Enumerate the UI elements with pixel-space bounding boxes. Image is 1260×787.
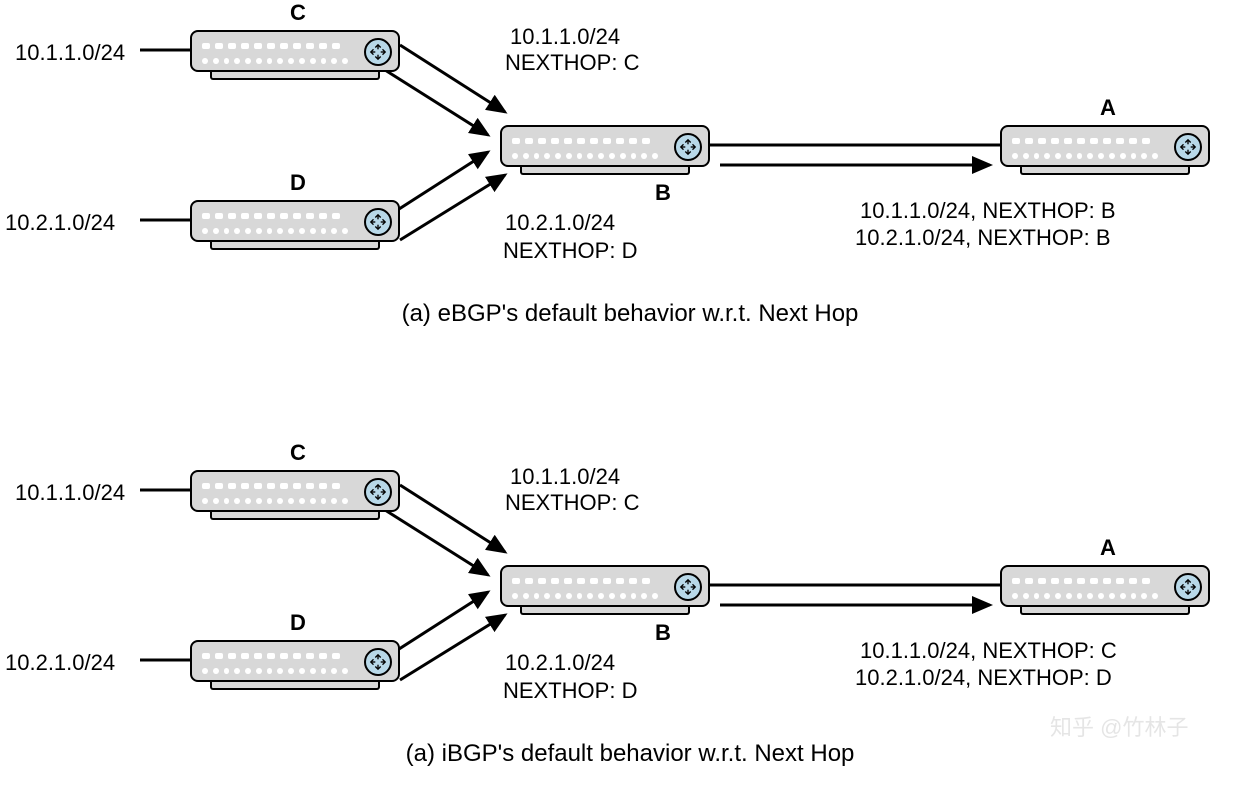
router-d [190,200,400,250]
net-label: 10.1.1.0/24, NEXTHOP: C [860,638,1117,664]
router-label-a: A [1100,535,1116,561]
router-b [500,565,710,615]
router-arrows-icon [1174,133,1202,161]
net-label: 10.2.1.0/24, NEXTHOP: D [855,665,1112,691]
router-a [1000,125,1210,175]
diagram-ebgp: C D B A 10.1.1.0/24 10.2.1.0/24 [0,0,1260,340]
net-label: 10.1.1.0/24, NEXTHOP: B [860,198,1116,224]
router-arrows-icon [674,133,702,161]
net-label: NEXTHOP: D [503,678,637,704]
router-arrows-icon [364,648,392,676]
net-label: NEXTHOP: C [505,490,639,516]
net-label: 10.2.1.0/24 [505,210,615,236]
router-label-c: C [290,440,306,466]
net-label: 10.1.1.0/24 [15,480,125,506]
net-label: 10.2.1.0/24 [5,650,115,676]
net-label: NEXTHOP: C [505,50,639,76]
net-label: 10.1.1.0/24 [510,24,620,50]
router-arrows-icon [674,573,702,601]
router-label-a: A [1100,95,1116,121]
net-label: 10.1.1.0/24 [510,464,620,490]
router-label-b: B [655,180,671,206]
router-arrows-icon [364,208,392,236]
router-c [190,30,400,80]
router-c [190,470,400,520]
router-b [500,125,710,175]
net-label: 10.2.1.0/24, NEXTHOP: B [855,225,1111,251]
net-label: NEXTHOP: D [503,238,637,264]
router-arrows-icon [364,478,392,506]
caption-ebgp: (a) eBGP's default behavior w.r.t. Next … [0,300,1260,328]
watermark: 知乎 @竹林子 [1050,710,1188,742]
router-d [190,640,400,690]
net-label: 10.1.1.0/24 [15,40,125,66]
router-arrows-icon [364,38,392,66]
router-a [1000,565,1210,615]
router-label-d: D [290,610,306,636]
router-label-b: B [655,620,671,646]
net-label: 10.2.1.0/24 [505,650,615,676]
net-label: 10.2.1.0/24 [5,210,115,236]
caption-ibgp: (a) iBGP's default behavior w.r.t. Next … [0,740,1260,768]
router-label-d: D [290,170,306,196]
router-arrows-icon [1174,573,1202,601]
router-label-c: C [290,0,306,26]
